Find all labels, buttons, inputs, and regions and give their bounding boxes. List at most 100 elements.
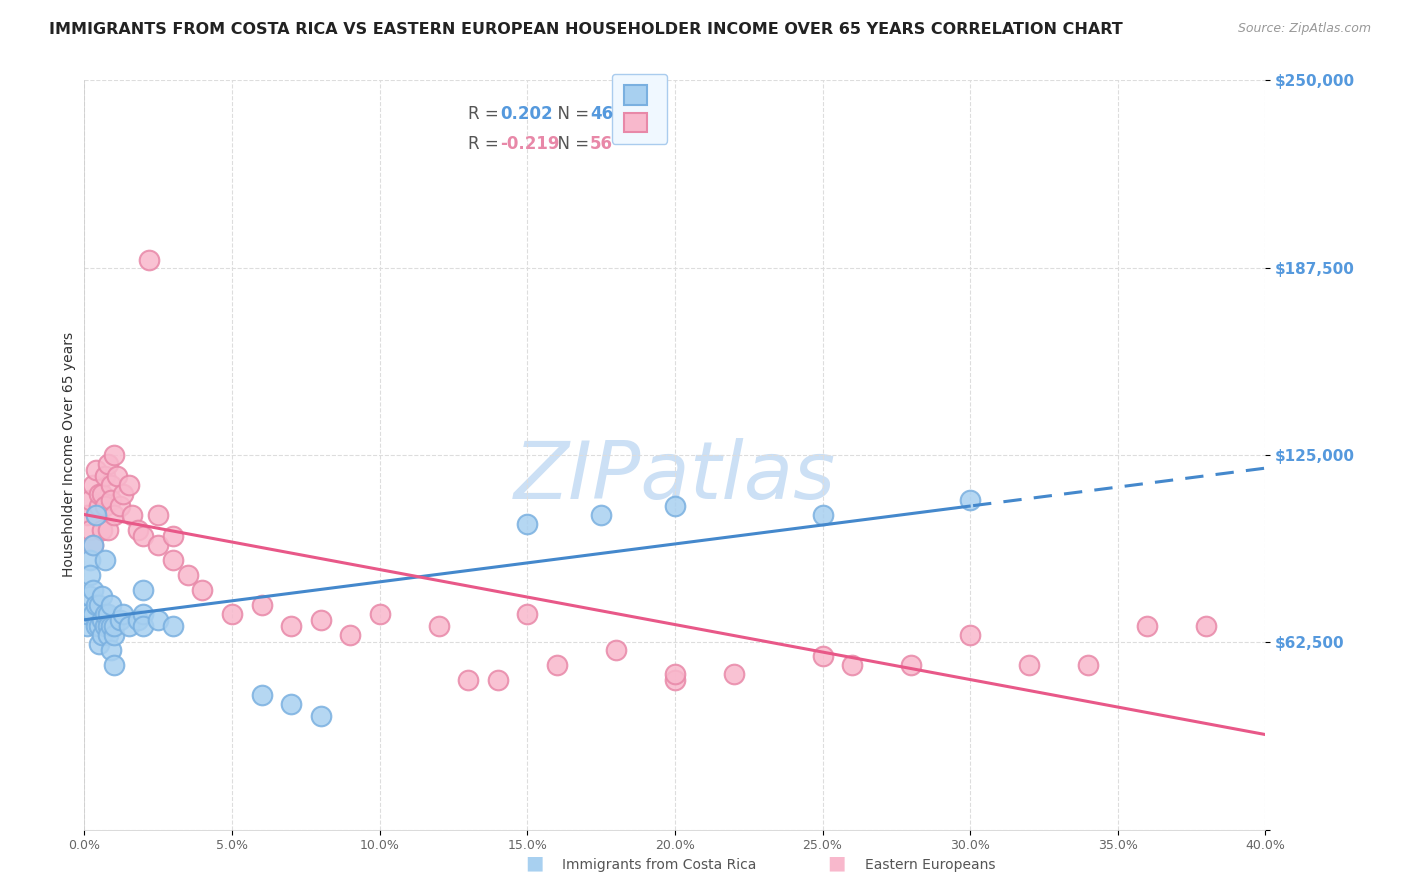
Point xyxy=(1018,657,1040,672)
Point xyxy=(162,553,184,567)
Point xyxy=(84,463,107,477)
Point xyxy=(100,619,122,633)
Point xyxy=(177,567,200,582)
Point xyxy=(132,582,155,597)
Point xyxy=(82,538,104,552)
Point xyxy=(457,673,479,687)
Text: 46: 46 xyxy=(591,105,613,123)
Text: IMMIGRANTS FROM COSTA RICA VS EASTERN EUROPEAN HOUSEHOLDER INCOME OVER 65 YEARS : IMMIGRANTS FROM COSTA RICA VS EASTERN EU… xyxy=(49,22,1123,37)
Point xyxy=(84,508,107,522)
Point xyxy=(959,492,981,507)
Point xyxy=(118,478,141,492)
Text: ■: ■ xyxy=(524,854,544,872)
Point xyxy=(94,469,117,483)
Point xyxy=(97,457,120,471)
Point xyxy=(100,642,122,657)
Text: 56: 56 xyxy=(591,135,613,153)
Point xyxy=(100,478,122,492)
Point xyxy=(76,619,98,633)
Point xyxy=(162,529,184,543)
Point xyxy=(79,567,101,582)
Point xyxy=(108,613,131,627)
Point xyxy=(162,619,184,633)
Point xyxy=(87,637,111,651)
Point xyxy=(723,666,745,681)
Point xyxy=(959,628,981,642)
Point xyxy=(79,589,101,603)
Point xyxy=(91,628,114,642)
Point xyxy=(87,487,111,501)
Point xyxy=(250,598,273,612)
Point xyxy=(79,553,101,567)
Point xyxy=(132,529,155,543)
Point xyxy=(148,613,170,627)
Point xyxy=(103,508,125,522)
Point xyxy=(516,516,538,531)
Point xyxy=(103,448,125,462)
Point xyxy=(1077,657,1099,672)
Point xyxy=(132,619,155,633)
Point xyxy=(516,607,538,621)
Point xyxy=(591,508,613,522)
Point xyxy=(1195,619,1218,633)
Point xyxy=(97,523,120,537)
Point xyxy=(103,628,125,642)
Point xyxy=(103,657,125,672)
Point xyxy=(76,607,98,621)
Text: ZIPatlas: ZIPatlas xyxy=(513,438,837,516)
Point xyxy=(103,619,125,633)
Point xyxy=(280,697,302,711)
Point xyxy=(368,607,391,621)
Point xyxy=(84,508,107,522)
Point xyxy=(94,619,117,633)
Point xyxy=(87,619,111,633)
Point xyxy=(121,508,143,522)
Point xyxy=(309,708,332,723)
Point xyxy=(100,598,122,612)
Point xyxy=(664,673,686,687)
Point xyxy=(132,607,155,621)
Point xyxy=(191,582,214,597)
Point xyxy=(546,657,568,672)
Y-axis label: Householder Income Over 65 years: Householder Income Over 65 years xyxy=(62,333,76,577)
Point xyxy=(87,598,111,612)
Point xyxy=(811,508,834,522)
Point xyxy=(427,619,450,633)
Point xyxy=(97,628,120,642)
Point xyxy=(339,628,361,642)
Text: R =: R = xyxy=(468,135,505,153)
Point xyxy=(91,487,114,501)
Point xyxy=(79,492,101,507)
Point xyxy=(91,589,114,603)
Point xyxy=(105,469,128,483)
Text: ■: ■ xyxy=(827,854,846,872)
Point xyxy=(309,613,332,627)
Point xyxy=(82,538,104,552)
Point xyxy=(841,657,863,672)
Point xyxy=(97,619,120,633)
Point xyxy=(486,673,509,687)
Point xyxy=(111,607,134,621)
Point xyxy=(94,607,117,621)
Point xyxy=(1136,619,1159,633)
Point xyxy=(82,582,104,597)
Point xyxy=(84,619,107,633)
Point xyxy=(79,523,101,537)
Text: N =: N = xyxy=(547,105,595,123)
Point xyxy=(280,619,302,633)
Point xyxy=(91,523,114,537)
Point xyxy=(82,478,104,492)
Text: N =: N = xyxy=(547,135,595,153)
Point xyxy=(111,487,134,501)
Point xyxy=(127,523,149,537)
Point xyxy=(82,607,104,621)
Point xyxy=(148,508,170,522)
Text: -0.219: -0.219 xyxy=(501,135,560,153)
Point xyxy=(138,253,160,268)
Text: Immigrants from Costa Rica: Immigrants from Costa Rica xyxy=(562,858,756,872)
Point xyxy=(87,499,111,513)
Point xyxy=(118,619,141,633)
Point xyxy=(91,613,114,627)
Point xyxy=(97,607,120,621)
Point xyxy=(76,508,98,522)
